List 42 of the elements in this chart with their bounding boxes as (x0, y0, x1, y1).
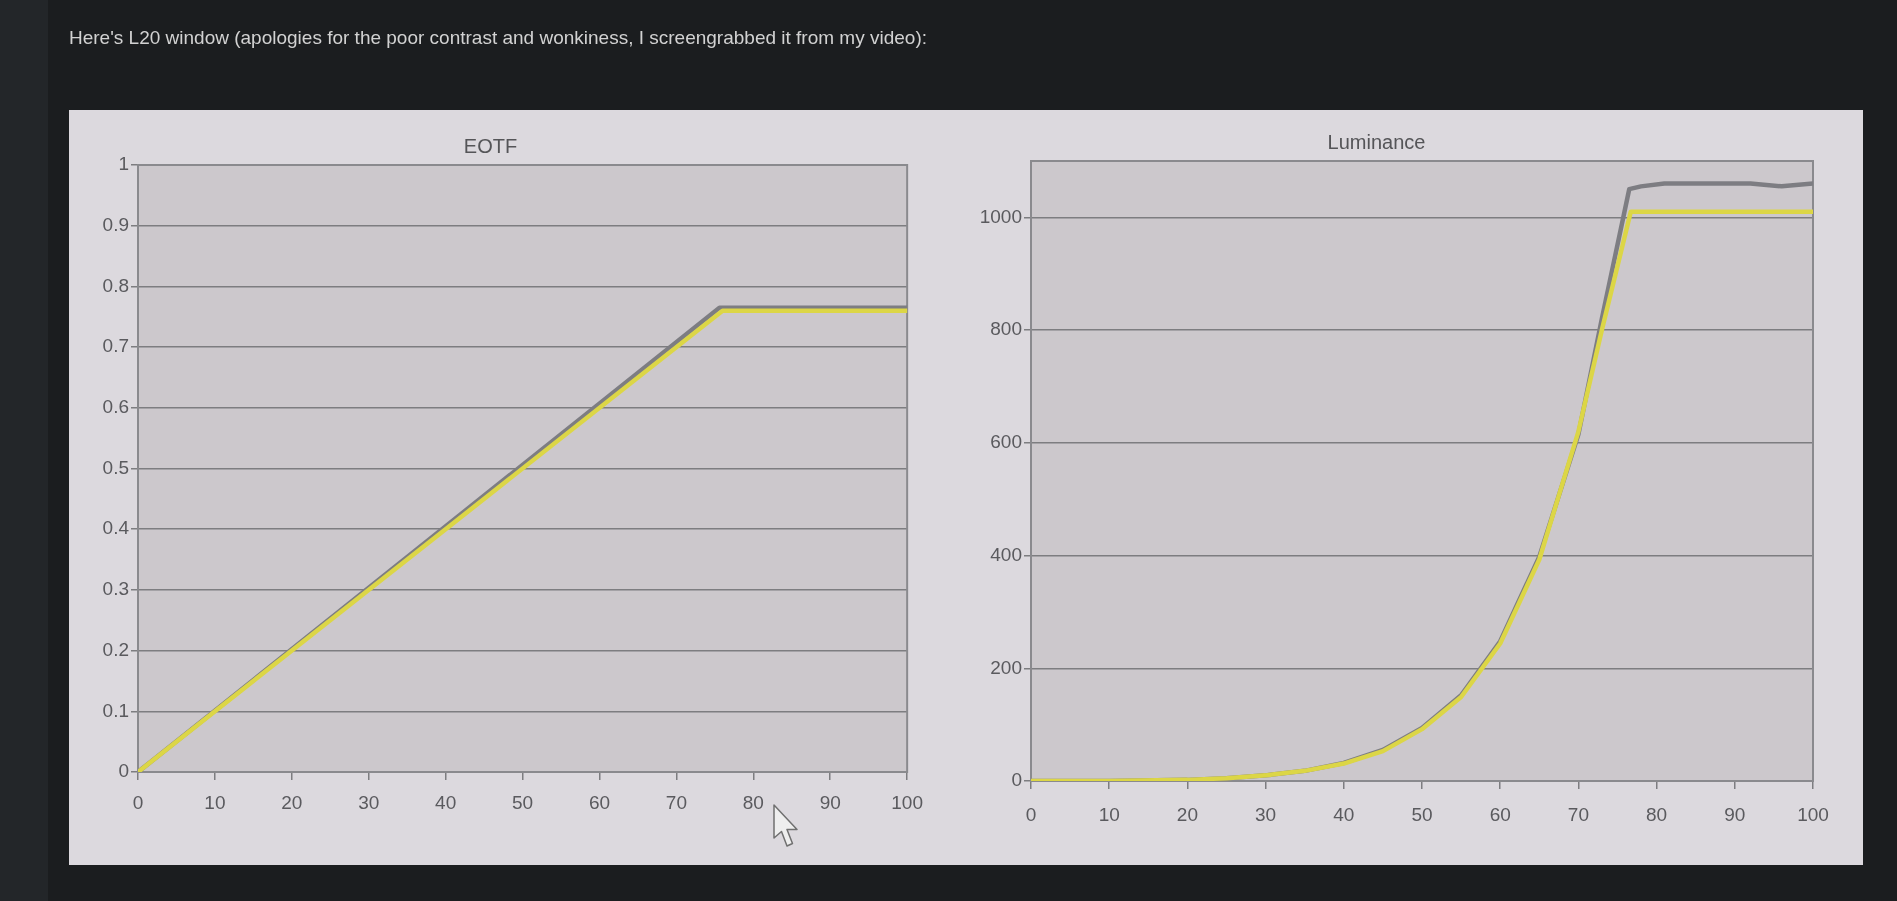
y-tick-label: 0.9 (102, 213, 129, 235)
chart-title: EOTF (463, 134, 518, 157)
x-tick-label: 40 (1333, 803, 1355, 825)
y-tick-label: 0.1 (102, 699, 129, 721)
y-tick-label: 400 (990, 543, 1022, 565)
y-tick-label: 200 (990, 656, 1022, 678)
x-tick-label: 80 (1646, 803, 1668, 825)
x-tick-label: 50 (1411, 803, 1433, 825)
y-tick-label: 0 (118, 760, 129, 782)
y-tick-label: 0.4 (102, 517, 130, 539)
x-tick-label: 10 (1098, 803, 1120, 825)
x-tick-label: 60 (588, 791, 611, 813)
y-tick-label: 1 (118, 153, 129, 175)
y-tick-label: 0.3 (102, 578, 129, 600)
text: Here's L20 window (apologies for the poor contrast and wonkiness, I screengrabbed it from my video): (69, 27, 928, 49)
x-tick-label: 70 (665, 791, 687, 813)
y-tick-label: 0 (1011, 769, 1022, 791)
x-tick-label: 40 (435, 791, 457, 813)
y-tick-label: 0.5 (102, 456, 129, 478)
x-tick-label: 90 (819, 791, 841, 813)
x-tick-label: 90 (1724, 803, 1746, 825)
y-tick-label: 600 (990, 431, 1022, 453)
x-tick-label: 20 (281, 791, 303, 813)
x-tick-label: 20 (1176, 803, 1198, 825)
x-tick-label: 30 (358, 791, 380, 813)
x-tick-label: 80 (742, 791, 764, 813)
x-tick-label: 30 (1255, 803, 1277, 825)
x-tick-label: 70 (1567, 803, 1589, 825)
y-tick-label: 0.8 (102, 274, 129, 296)
y-tick-label: 0.2 (102, 638, 129, 660)
y-tick-label: 0.7 (102, 335, 129, 357)
y-tick-label: 800 (990, 318, 1022, 340)
x-tick-label: 60 (1489, 803, 1511, 825)
x-tick-label: 0 (132, 791, 144, 813)
x-tick-label: 0 (1025, 803, 1037, 825)
x-tick-label: 100 (891, 791, 923, 813)
x-tick-label: 50 (512, 791, 534, 813)
x-tick-label: 10 (204, 791, 226, 813)
x-tick-label: 100 (1797, 803, 1829, 825)
y-tick-label: 1000 (979, 205, 1022, 227)
chart-title: Luminance (1327, 130, 1426, 153)
y-tick-label: 0.6 (102, 396, 129, 418)
